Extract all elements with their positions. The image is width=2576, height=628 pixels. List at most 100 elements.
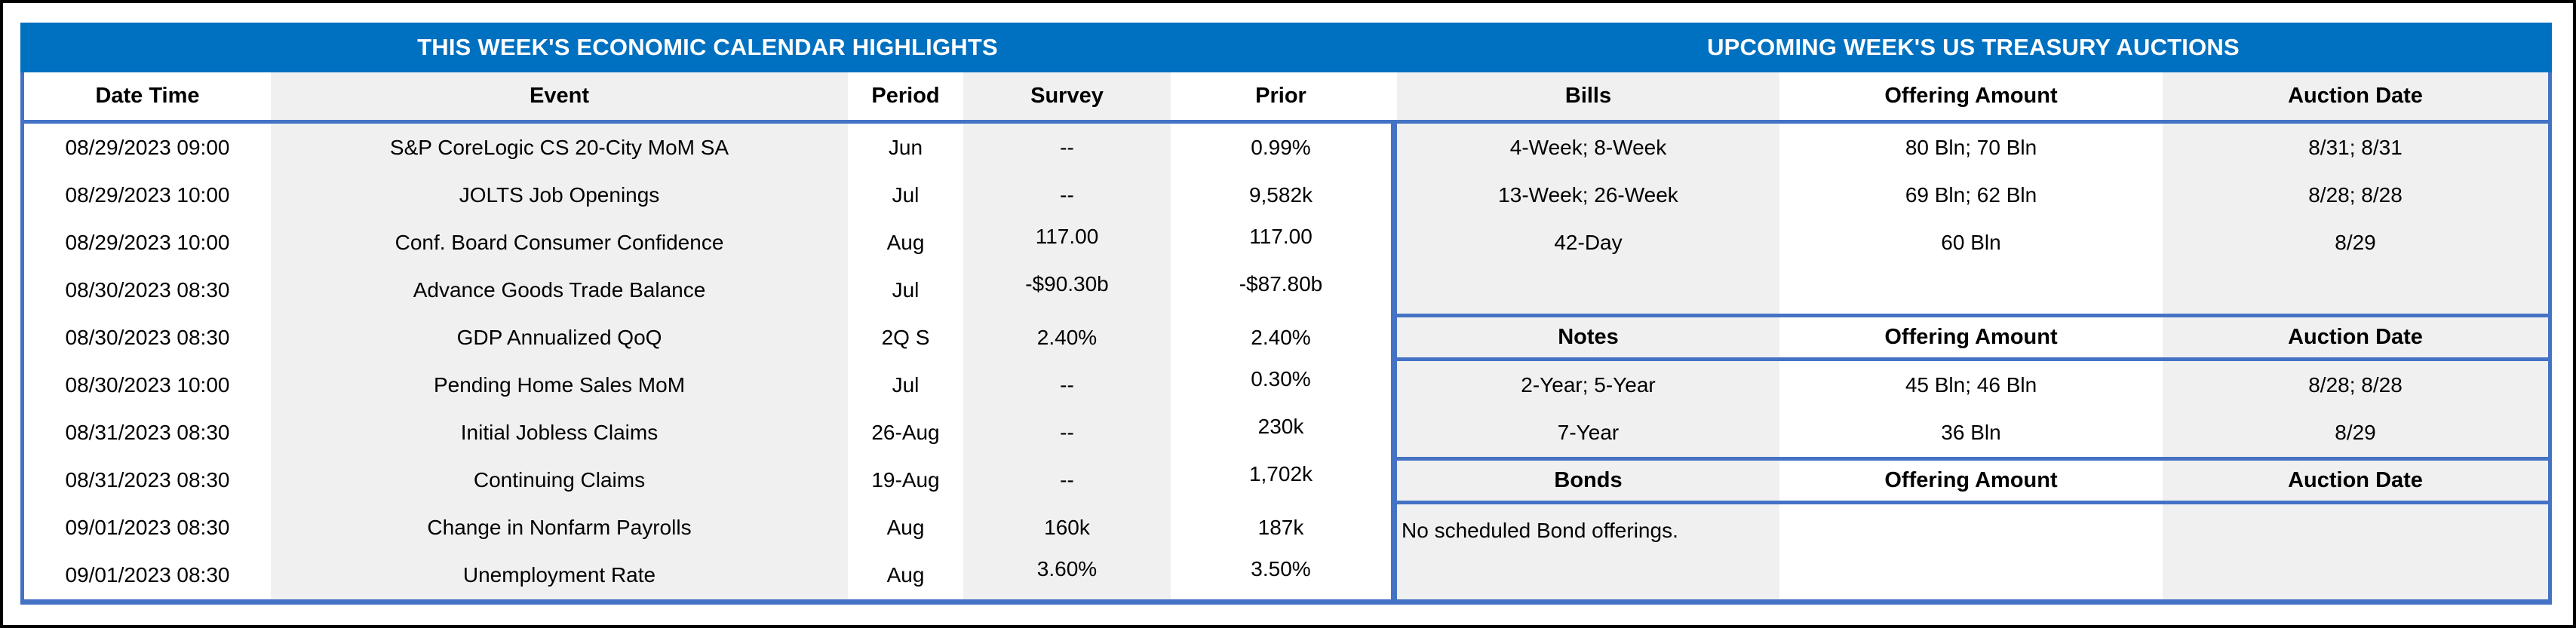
calendar-cell-text: 2Q S — [881, 325, 930, 349]
calendar-cell-text: 08/29/2023 09:00 — [65, 135, 230, 159]
calendar-cell: Jul — [848, 266, 963, 314]
calendar-cell: 08/29/2023 10:00 — [24, 171, 271, 219]
notes-column-header-text: Notes — [1558, 325, 1619, 350]
bills-cell-text: 80 Bln; 70 Bln — [1905, 135, 2037, 159]
bonds-column-header-text: Offering Amount — [1884, 467, 2058, 492]
calendar-cell-text: -- — [1060, 135, 1074, 159]
calendar-cell-text: 08/29/2023 10:00 — [65, 230, 230, 254]
calendar-cell: Continuing Claims — [271, 456, 848, 504]
calendar-cell-text: 3.50% — [1251, 557, 1311, 581]
notes-row: 7-Year 36 Bln 8/29 — [1397, 409, 2548, 457]
calendar-cell: Jun — [848, 124, 963, 171]
calendar-cell: Jul — [848, 361, 963, 409]
calendar-cell-text: Initial Jobless Claims — [460, 421, 659, 445]
auctions-column-header-text: Bills — [1564, 84, 1612, 108]
bills-row: 42-Day 60 Bln 8/29 — [1397, 219, 2548, 267]
calendar-cell-text: 187k — [1257, 516, 1304, 540]
header-gap — [1391, 72, 1397, 120]
calendar-cell: 0.30% — [1171, 361, 1391, 409]
calendar-cell-text: JOLTS Job Openings — [459, 182, 660, 207]
calendar-cell-text: -$90.30b — [1025, 271, 1109, 296]
calendar-cell: 117.00 — [1171, 219, 1391, 266]
calendar-cell: 117.00 — [963, 219, 1171, 267]
calendar-cell-text: Continuing Claims — [473, 468, 646, 492]
notes-header-row: Notes Offering Amount Auction Date — [1397, 314, 2548, 362]
calendar-cell: 19-Aug — [848, 457, 963, 504]
calendar-cell: 2.40% — [963, 314, 1171, 362]
calendar-cell-text: 0.99% — [1251, 135, 1311, 159]
calendar-cell-text: Jun — [888, 135, 923, 159]
calendar-cell-text: 0.30% — [1251, 367, 1311, 391]
calendar-cell: -- — [963, 124, 1171, 172]
calendar-cell-text: 2.40% — [1036, 325, 1098, 349]
calendar-column-header: Period — [848, 72, 963, 120]
bills-cell: 60 Bln — [1779, 219, 2163, 266]
calendar-column-header: Prior — [1171, 72, 1391, 120]
bills-empty-cell — [2163, 266, 2548, 314]
bills-empty-row — [1397, 266, 2548, 314]
calendar-cell: 08/31/2023 08:30 — [24, 409, 271, 457]
calendar-row: 09/01/2023 08:30 Unemployment Rate Aug 3.60… — [24, 551, 1391, 599]
calendar-column-header: Survey — [963, 72, 1171, 120]
notes-cell: 36 Bln — [1779, 409, 2163, 457]
calendar-cell: 08/30/2023 08:30 — [24, 266, 271, 314]
bills-cell-text: 60 Bln — [1941, 230, 2001, 254]
calendar-cell: -$90.30b — [963, 266, 1171, 314]
calendar-column-header: Event — [271, 72, 848, 120]
calendar-cell-text: Change in Nonfarm Payrolls — [427, 516, 692, 540]
calendar-table: 08/29/2023 09:00 S&P CoreLogic CS 20-City… — [24, 124, 1391, 599]
bonds-column-header: Auction Date — [2163, 460, 2548, 501]
calendar-cell-text: Advance Goods Trade Balance — [413, 277, 706, 302]
calendar-cell: -- — [963, 171, 1171, 219]
calendar-cell: Aug — [848, 504, 963, 552]
bills-cell: 42-Day — [1397, 219, 1779, 267]
calendar-cell-text: Jul — [892, 182, 920, 207]
auctions-column-header: Auction Date — [2163, 72, 2548, 120]
calendar-row: 09/01/2023 08:30 Change in Nonfarm Payrol… — [24, 504, 1391, 552]
bills-cell: 8/31; 8/31 — [2163, 124, 2548, 172]
calendar-cell: 0.99% — [1171, 124, 1391, 171]
calendar-cell-text: 117.00 — [1249, 224, 1313, 248]
table-divider — [1391, 124, 1397, 599]
calendar-cell-text: Pending Home Sales MoM — [433, 373, 686, 397]
calendar-cell-text: 08/30/2023 08:30 — [65, 325, 230, 349]
calendar-cell: 08/29/2023 09:00 — [24, 124, 271, 171]
calendar-cell: 08/30/2023 10:00 — [24, 361, 271, 409]
calendar-cell-text: Conf. Board Consumer Confidence — [395, 230, 724, 254]
bonds-column-header-text: Bonds — [1554, 467, 1623, 492]
calendar-cell: 160k — [963, 504, 1171, 552]
calendar-cell-text: Aug — [886, 563, 925, 587]
calendar-cell-text: 08/31/2023 08:30 — [65, 421, 230, 445]
calendar-column-header-text: Prior — [1255, 84, 1306, 108]
data-area: 08/29/2023 09:00 S&P CoreLogic CS 20-City… — [24, 124, 2548, 599]
calendar-row: 08/30/2023 10:00 Pending Home Sales MoM Ju… — [24, 361, 1391, 409]
economic-calendar-and-auctions-report: THIS WEEK'S ECONOMIC CALENDAR HIGHLIGHTS… — [20, 23, 2552, 605]
calendar-cell-text: 08/30/2023 08:30 — [65, 277, 230, 302]
calendar-cell-text: 117.00 — [1035, 224, 1099, 248]
calendar-cell: S&P CoreLogic CS 20-City MoM SA — [271, 124, 848, 172]
calendar-column-header-text: Period — [871, 84, 940, 108]
notes-cell-text: 2-Year; 5-Year — [1521, 373, 1656, 397]
calendar-cell: Advance Goods Trade Balance — [271, 266, 848, 314]
calendar-cell-text: Aug — [886, 230, 925, 254]
auctions-title: UPCOMING WEEK'S US TREASURY AUCTIONS — [1707, 34, 2240, 60]
calendar-row: 08/29/2023 10:00 JOLTS Job Openings Jul -- 9… — [24, 171, 1391, 219]
calendar-cell-text: 19-Aug — [871, 468, 940, 492]
notes-cell-text: 8/28; 8/28 — [2308, 373, 2403, 397]
notes-cell-text: 36 Bln — [1941, 421, 2001, 445]
calendar-cell: 3.60% — [963, 551, 1171, 599]
calendar-row: 08/31/2023 08:30 Continuing Claims 19-Aug -… — [24, 456, 1391, 504]
bills-cell: 8/28; 8/28 — [2163, 171, 2548, 219]
bills-cell-text: 69 Bln; 62 Bln — [1905, 182, 2037, 207]
calendar-cell-text: 230k — [1257, 415, 1304, 439]
auctions-column-header-text: Offering Amount — [1884, 84, 2058, 108]
bills-cell: 8/29 — [2163, 219, 2548, 267]
calendar-cell: 1,702k — [1171, 457, 1391, 504]
notes-cell: 45 Bln; 46 Bln — [1779, 361, 2163, 409]
notes-column-header: Auction Date — [2163, 317, 2548, 358]
calendar-cell-text: 26-Aug — [871, 421, 940, 445]
notes-cell: 8/29 — [2163, 409, 2548, 457]
bills-cell-text: 8/31; 8/31 — [2308, 135, 2403, 159]
bills-cell-text: 8/28; 8/28 — [2308, 182, 2403, 207]
bonds-column-header: Bonds — [1397, 460, 1779, 501]
